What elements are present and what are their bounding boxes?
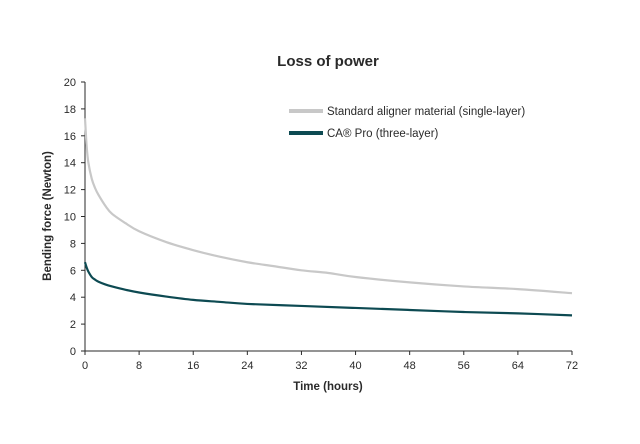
y-axis-label: Bending force (Newton)	[42, 151, 54, 281]
x-tick-label: 48	[404, 360, 416, 372]
y-tick-label: 16	[64, 131, 76, 143]
x-axis-label: Time (hours)	[293, 381, 363, 393]
chart-title: Loss of power	[277, 53, 379, 70]
x-tick-label: 24	[241, 360, 253, 372]
series-line-ca-pro	[83, 261, 573, 317]
x-ticks: 0 8 16 24 32 40 48 56 64 72	[82, 351, 578, 372]
x-tick-label: 56	[458, 360, 470, 372]
y-tick-label: 12	[64, 185, 76, 197]
y-tick-label: 4	[70, 292, 76, 304]
series-line-standard	[83, 118, 573, 295]
y-tick-label: 2	[70, 319, 76, 331]
y-tick-label: 8	[70, 238, 76, 250]
y-ticks: 0 2 4 6 8 10 12 14 16 18 20	[64, 77, 85, 358]
x-tick-label: 64	[512, 360, 524, 372]
legend: Standard aligner material (single-layer)…	[289, 106, 525, 140]
y-tick-label: 0	[70, 346, 76, 358]
y-tick-label: 6	[70, 265, 76, 277]
legend-label-ca-pro: CA® Pro (three-layer)	[327, 128, 439, 140]
axes	[84, 82, 572, 352]
x-tick-label: 8	[136, 360, 142, 372]
y-tick-label: 10	[64, 212, 76, 224]
series-lines	[83, 118, 573, 317]
x-tick-label: 0	[82, 360, 88, 372]
x-tick-label: 40	[349, 360, 361, 372]
y-tick-label: 18	[64, 104, 76, 116]
x-tick-label: 72	[566, 360, 578, 372]
y-tick-label: 20	[64, 77, 76, 89]
y-tick-label: 14	[64, 158, 76, 170]
legend-label-standard: Standard aligner material (single-layer)	[327, 106, 525, 118]
x-tick-label: 16	[187, 360, 199, 372]
x-tick-label: 32	[295, 360, 307, 372]
